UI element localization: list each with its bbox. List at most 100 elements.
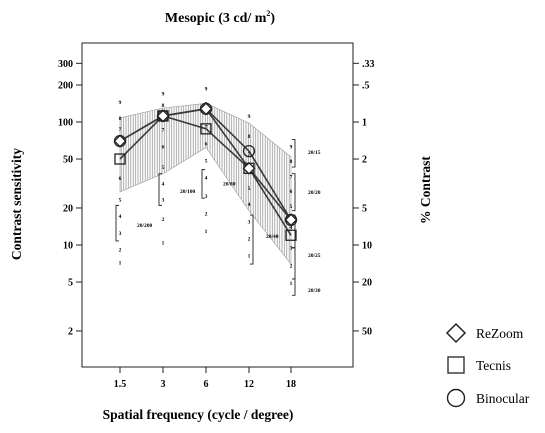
legend-item-binocular: Binocular: [446, 388, 530, 408]
grade-bracket: [158, 173, 162, 206]
chart-title-close: ): [270, 11, 275, 26]
y-axis-label-right: % Contrast: [418, 156, 433, 224]
grade-number: 7: [119, 127, 122, 133]
grade-number: 5: [119, 197, 122, 203]
chart-title: Mesopic (3 cd/ m2): [165, 9, 275, 26]
legend-label-tecnis: Tecnis: [476, 358, 511, 373]
grade-number: 2: [162, 217, 165, 223]
legend-diamond-icon: [445, 322, 467, 344]
acuity-label: 20/25: [308, 253, 321, 259]
legend-label-binocular: Binocular: [476, 391, 530, 406]
grade-number: 5: [290, 204, 293, 210]
grade-number: 7: [205, 124, 208, 130]
x-tick-label: 3: [161, 379, 166, 390]
y-tick-label-right: .5: [362, 80, 370, 91]
acuity-label: 20/80: [223, 182, 236, 188]
grade-number: 4: [248, 202, 251, 208]
point-binocular: [199, 102, 213, 115]
acuity-label: 20/100: [180, 189, 196, 195]
grade-number: 1: [119, 261, 122, 267]
y-tick-label-left: 20: [63, 203, 73, 214]
plot-frame: [81, 42, 354, 368]
legend-item-rezoom: ReZoom: [445, 322, 524, 344]
grade-number: 1: [162, 240, 165, 246]
grade-number: 3: [290, 246, 293, 252]
point-tecnis: [243, 162, 255, 174]
grade-number: 1: [290, 281, 293, 287]
grade-number: 8: [119, 116, 122, 122]
y-axis-label: Contrast sensitivity: [9, 148, 24, 260]
point-tecnis: [285, 229, 297, 241]
grade-number: 3: [248, 220, 251, 226]
legend-label-rezoom: ReZoom: [476, 326, 524, 341]
grade-bracket: [201, 169, 205, 199]
point-binocular: [284, 213, 298, 227]
grade-number: 8: [248, 134, 251, 140]
point-binocular: [156, 109, 170, 123]
grade-number: 5: [248, 186, 251, 192]
grade-number: 8: [162, 103, 165, 109]
y-tick-label-right: 50: [362, 326, 372, 337]
acuity-label: 20/30: [308, 288, 321, 294]
grade-bracket: [292, 247, 296, 280]
y-tick-label-right: 1: [362, 118, 367, 129]
grade-number: 1: [248, 254, 251, 260]
y-tick-label-left: 5: [68, 278, 73, 289]
grade-number: 2: [119, 247, 122, 253]
normal-range-band: [119, 102, 292, 265]
grade-number: 7: [248, 152, 251, 158]
y-tick-label-left: 10: [63, 241, 73, 252]
legend-circle-icon: [446, 388, 466, 408]
grade-number: 2: [290, 264, 293, 270]
grade-number: 4: [205, 175, 208, 181]
grade-number: 9: [248, 114, 251, 120]
grade-bracket: [292, 173, 296, 212]
point-binocular: [113, 134, 127, 148]
grade-number: 4: [162, 182, 165, 188]
y-tick-label-right: 20: [362, 278, 372, 289]
x-axis-label: Spatial frequency (cycle / degree): [103, 407, 294, 422]
grade-number: 3: [119, 231, 122, 237]
point-tecnis: [114, 153, 126, 165]
acuity-label: 20/40: [266, 234, 279, 240]
grade-number: 4: [119, 214, 122, 220]
grade-number: 6: [205, 141, 208, 147]
y-tick-label-right: .33: [362, 59, 375, 70]
grade-number: 9: [162, 92, 165, 98]
y-tick-label-left: 50: [63, 155, 73, 166]
acuity-label: 20/15: [308, 150, 321, 156]
y-tick-label-left: 100: [58, 118, 73, 129]
grade-number: 9: [290, 145, 293, 151]
grade-number: 9: [119, 100, 122, 106]
grade-number: 7: [290, 175, 293, 181]
legend-square-icon: [447, 356, 465, 374]
x-tick-label: 6: [204, 379, 209, 390]
grade-bracket: [115, 204, 119, 242]
legend: ReZoom Tecnis Binocular: [445, 322, 530, 408]
grade-number: 5: [162, 165, 165, 171]
y-tick-label-right: 2: [362, 155, 367, 166]
y-tick-label-right: 10: [362, 241, 372, 252]
grade-number: 2: [205, 212, 208, 218]
y-tick-label-right: 5: [362, 203, 367, 214]
grade-number: 7: [162, 127, 165, 133]
acuity-label: 20/200: [137, 223, 153, 229]
grade-number: 1: [205, 229, 208, 235]
x-tick-label: 1.5: [114, 379, 127, 390]
grade-number: 3: [162, 197, 165, 203]
grade-bracket: [292, 139, 296, 168]
point-binocular: [242, 144, 256, 158]
chart-title-superscript: 2: [266, 9, 270, 18]
y-tick-label-left: 300: [58, 59, 73, 70]
grade-number: 4: [290, 225, 293, 231]
y-tick-label-left: 2: [68, 326, 73, 337]
acuity-label: 20/20: [308, 190, 321, 196]
grade-bracket: [292, 278, 296, 296]
legend-item-tecnis: Tecnis: [447, 356, 511, 374]
grade-number: 8: [290, 159, 293, 165]
y-tick-label-left: 200: [58, 80, 73, 91]
grade-number: 5: [205, 159, 208, 165]
grade-number: 3: [205, 194, 208, 200]
grade-bracket: [250, 214, 254, 265]
